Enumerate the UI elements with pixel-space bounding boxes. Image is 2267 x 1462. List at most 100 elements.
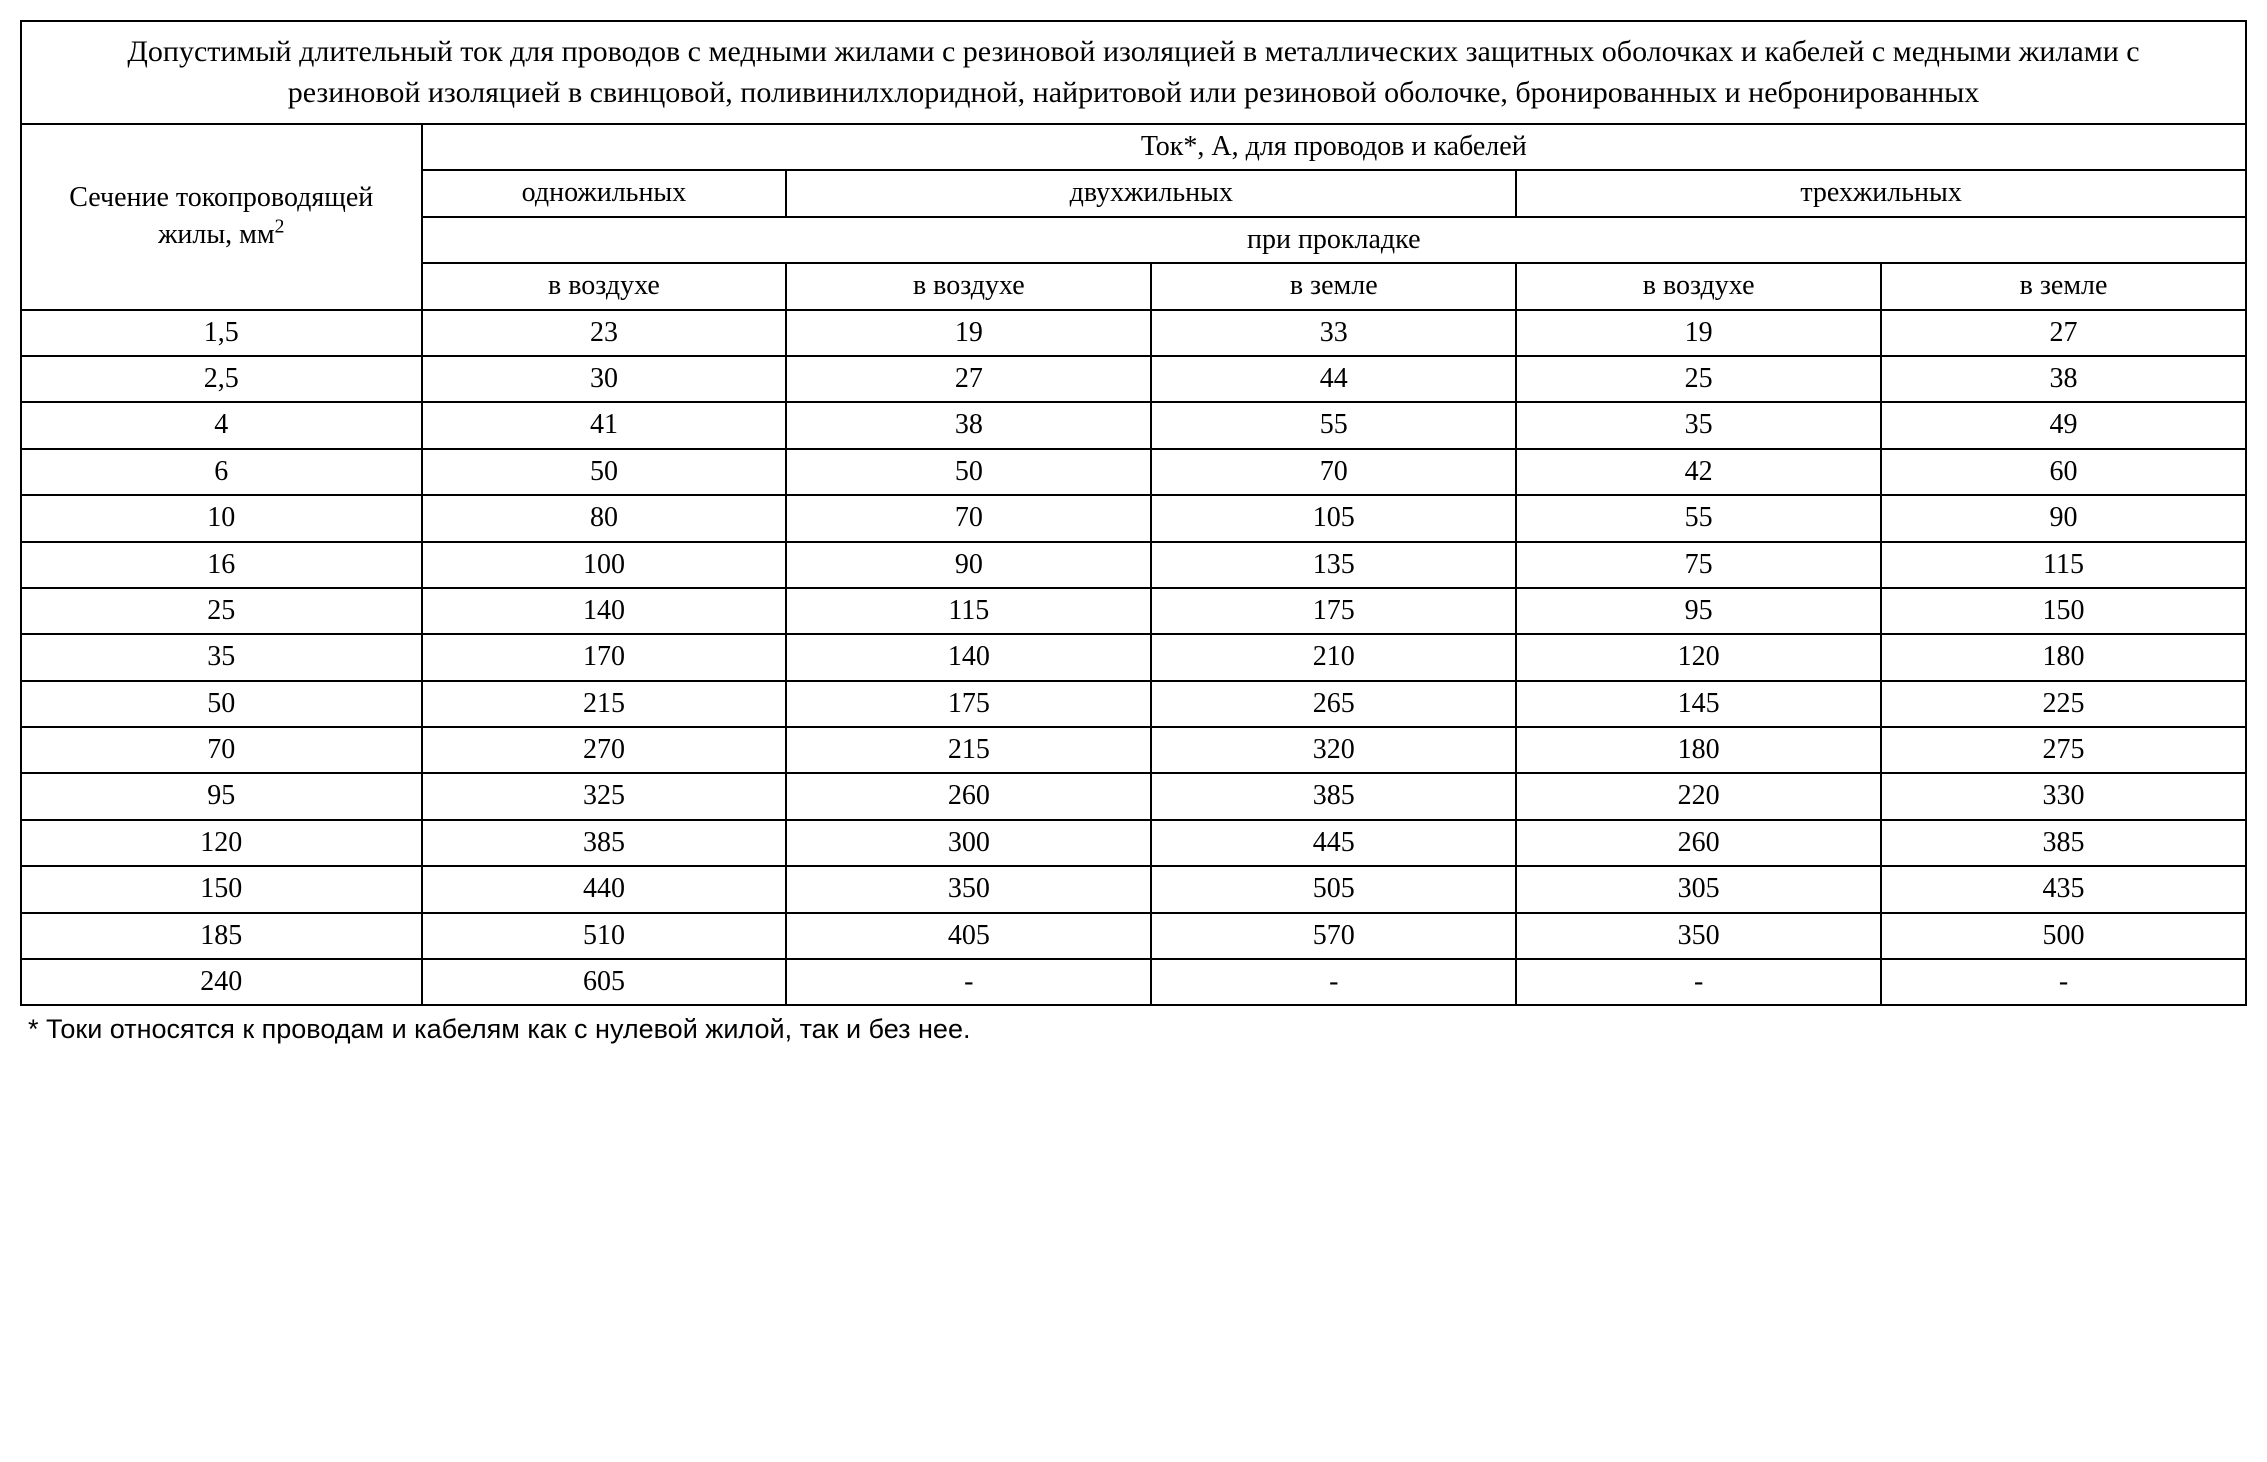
cell-two-ground: 105 <box>1151 495 1516 541</box>
cell-two-ground: - <box>1151 959 1516 1005</box>
table-row: 1080701055590 <box>21 495 2246 541</box>
cell-single-air: 605 <box>422 959 787 1005</box>
cell-three-ground: 90 <box>1881 495 2246 541</box>
cell-three-ground: 150 <box>1881 588 2246 634</box>
column-header-current: Ток*, А, для проводов и кабелей <box>422 124 2247 170</box>
table-header: Допустимый длительный ток для проводов с… <box>21 21 2246 310</box>
cell-two-air: 260 <box>786 773 1151 819</box>
cell-section: 16 <box>21 542 422 588</box>
cell-two-ground: 55 <box>1151 402 1516 448</box>
cell-three-ground: 330 <box>1881 773 2246 819</box>
table-row: 120385300445260385 <box>21 820 2246 866</box>
cell-three-ground: 500 <box>1881 913 2246 959</box>
cell-two-ground: 44 <box>1151 356 1516 402</box>
cell-two-ground: 385 <box>1151 773 1516 819</box>
cell-three-ground: 385 <box>1881 820 2246 866</box>
cell-single-air: 510 <box>422 913 787 959</box>
cell-three-air: 55 <box>1516 495 1881 541</box>
table-row: 2,53027442538 <box>21 356 2246 402</box>
cell-single-air: 80 <box>422 495 787 541</box>
cell-two-ground: 265 <box>1151 681 1516 727</box>
cell-two-ground: 445 <box>1151 820 1516 866</box>
table-row: 240605---- <box>21 959 2246 1005</box>
cell-section: 50 <box>21 681 422 727</box>
cell-two-air: 215 <box>786 727 1151 773</box>
cell-two-air: 140 <box>786 634 1151 680</box>
cell-two-air: 350 <box>786 866 1151 912</box>
table-row: 185510405570350500 <box>21 913 2246 959</box>
cell-three-air: 35 <box>1516 402 1881 448</box>
cell-section: 95 <box>21 773 422 819</box>
cell-three-ground: 49 <box>1881 402 2246 448</box>
cell-two-ground: 175 <box>1151 588 1516 634</box>
table-row: 35170140210120180 <box>21 634 2246 680</box>
footnote: * Токи относятся к проводам и кабелям ка… <box>20 1014 2247 1045</box>
cell-three-air: 95 <box>1516 588 1881 634</box>
cell-three-air: 180 <box>1516 727 1881 773</box>
section-header-text: Сечение токопроводящей жилы, мм <box>69 182 373 249</box>
cell-three-air: 220 <box>1516 773 1881 819</box>
cell-two-air: 27 <box>786 356 1151 402</box>
cell-section: 120 <box>21 820 422 866</box>
cell-three-air: 19 <box>1516 310 1881 356</box>
column-header-ground-2: в земле <box>1881 263 2246 309</box>
column-header-single-core: одножильных <box>422 170 787 216</box>
cell-two-air: 175 <box>786 681 1151 727</box>
cell-three-ground: 115 <box>1881 542 2246 588</box>
current-table: Допустимый длительный ток для проводов с… <box>20 20 2247 1006</box>
cell-two-air: - <box>786 959 1151 1005</box>
cell-section: 25 <box>21 588 422 634</box>
cell-single-air: 215 <box>422 681 787 727</box>
cell-two-air: 70 <box>786 495 1151 541</box>
column-header-three-core: трехжильных <box>1516 170 2246 216</box>
cell-three-ground: 435 <box>1881 866 2246 912</box>
cell-single-air: 270 <box>422 727 787 773</box>
cell-two-air: 38 <box>786 402 1151 448</box>
cell-three-air: 145 <box>1516 681 1881 727</box>
cell-three-ground: 27 <box>1881 310 2246 356</box>
cell-two-air: 50 <box>786 449 1151 495</box>
cell-three-air: 75 <box>1516 542 1881 588</box>
cell-two-ground: 70 <box>1151 449 1516 495</box>
column-header-air-1: в воздухе <box>422 263 787 309</box>
cell-single-air: 440 <box>422 866 787 912</box>
cell-section: 4 <box>21 402 422 448</box>
cell-three-air: 350 <box>1516 913 1881 959</box>
column-header-two-core: двухжильных <box>786 170 1516 216</box>
cell-section: 150 <box>21 866 422 912</box>
cell-three-ground: 225 <box>1881 681 2246 727</box>
cell-two-ground: 320 <box>1151 727 1516 773</box>
cell-single-air: 140 <box>422 588 787 634</box>
cell-two-ground: 505 <box>1151 866 1516 912</box>
cell-three-air: 42 <box>1516 449 1881 495</box>
cell-single-air: 170 <box>422 634 787 680</box>
cell-single-air: 30 <box>422 356 787 402</box>
cell-two-ground: 33 <box>1151 310 1516 356</box>
cell-three-air: 305 <box>1516 866 1881 912</box>
table-row: 65050704260 <box>21 449 2246 495</box>
table-row: 95325260385220330 <box>21 773 2246 819</box>
cell-two-ground: 210 <box>1151 634 1516 680</box>
cell-single-air: 385 <box>422 820 787 866</box>
column-header-laying: при прокладке <box>422 217 2247 263</box>
cell-single-air: 50 <box>422 449 787 495</box>
cell-two-air: 19 <box>786 310 1151 356</box>
cell-two-air: 300 <box>786 820 1151 866</box>
table-row: 150440350505305435 <box>21 866 2246 912</box>
cell-three-air: 25 <box>1516 356 1881 402</box>
column-header-air-2: в воздухе <box>786 263 1151 309</box>
table-row: 50215175265145225 <box>21 681 2246 727</box>
cell-three-ground: 60 <box>1881 449 2246 495</box>
cell-section: 2,5 <box>21 356 422 402</box>
cell-single-air: 23 <box>422 310 787 356</box>
cell-two-air: 115 <box>786 588 1151 634</box>
cell-three-ground: 275 <box>1881 727 2246 773</box>
cell-three-air: 120 <box>1516 634 1881 680</box>
table-row: 44138553549 <box>21 402 2246 448</box>
cell-three-air: - <box>1516 959 1881 1005</box>
column-header-section: Сечение токопроводящей жилы, мм2 <box>21 124 422 310</box>
cell-three-ground: 38 <box>1881 356 2246 402</box>
table-title: Допустимый длительный ток для проводов с… <box>21 21 2246 124</box>
cell-section: 240 <box>21 959 422 1005</box>
cell-three-air: 260 <box>1516 820 1881 866</box>
